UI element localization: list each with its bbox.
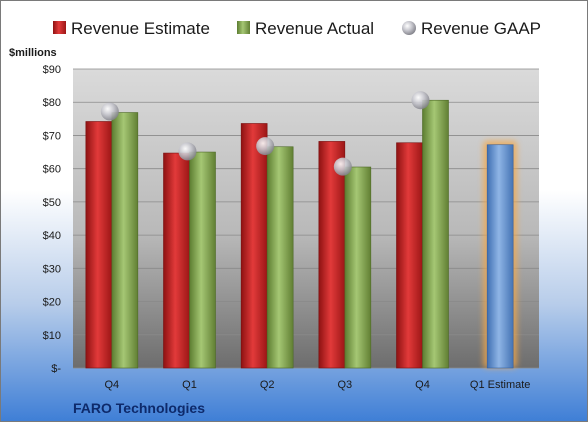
y-tick-label: $90 [43, 64, 61, 76]
gaap-marker [100, 102, 119, 121]
y-tick-label: $- [51, 363, 61, 375]
x-tick-label: Q4 [104, 379, 119, 391]
y-tick-label: $40 [43, 230, 61, 242]
legend-label-revenue-estimate: Revenue Estimate [71, 19, 210, 38]
legend-label-revenue-actual: Revenue Actual [255, 19, 374, 38]
y-tick-label: $50 [43, 197, 61, 209]
legend: Revenue Estimate Revenue Actual Revenue … [53, 19, 541, 38]
y-axis-label: $millions [9, 47, 57, 59]
bar-revenue-estimate [85, 121, 113, 369]
x-tick-label: Q3 [337, 379, 352, 391]
y-axis-ticks: $- $10 $20 $30 $40 $50 $60 $70 $80 $90 [43, 64, 62, 375]
bars [85, 99, 518, 369]
company-name: FARO Technologies [73, 400, 205, 416]
gaap-marker [256, 137, 275, 156]
bar-revenue-actual [422, 99, 449, 369]
gaap-markers [100, 91, 430, 176]
legend-swatch-revenue-gaap [402, 21, 416, 35]
legend-swatch-revenue-estimate [53, 21, 66, 34]
legend-label-revenue-gaap: Revenue GAAP [421, 19, 541, 38]
bar-revenue-actual [111, 112, 139, 369]
gaap-marker [178, 142, 197, 161]
legend-swatch-revenue-actual [237, 21, 250, 34]
bar-revenue-actual [189, 151, 216, 369]
y-tick-label: $60 [43, 164, 61, 176]
y-tick-label: $70 [43, 130, 61, 142]
y-tick-label: $20 [43, 297, 61, 309]
bar-revenue-estimate-forecast [486, 144, 514, 369]
x-tick-label: Q2 [260, 379, 275, 391]
legend-item-revenue-actual: Revenue Actual [237, 19, 374, 38]
x-tick-label: Q4 [415, 379, 430, 391]
bar-revenue-estimate [318, 141, 346, 369]
bar-revenue-actual [344, 166, 372, 369]
gridlines [73, 68, 539, 369]
plot-area [73, 69, 539, 368]
x-axis-ticks: Q4 Q1 Q2 Q3 Q4 Q1 Estimate [104, 379, 530, 391]
gaap-marker [333, 157, 352, 176]
bar-revenue-estimate [240, 123, 268, 369]
x-tick-label: Q1 [182, 379, 197, 391]
gaap-marker [411, 91, 430, 110]
bar-revenue-estimate [396, 142, 423, 369]
legend-item-revenue-estimate: Revenue Estimate [53, 19, 210, 38]
y-tick-label: $30 [43, 263, 61, 275]
y-tick-label: $80 [43, 97, 61, 109]
x-tick-label: Q1 Estimate [470, 379, 531, 391]
legend-item-revenue-gaap: Revenue GAAP [402, 19, 541, 38]
bar-revenue-actual [266, 146, 294, 369]
bar-revenue-estimate [163, 152, 190, 369]
y-tick-label: $10 [43, 330, 61, 342]
